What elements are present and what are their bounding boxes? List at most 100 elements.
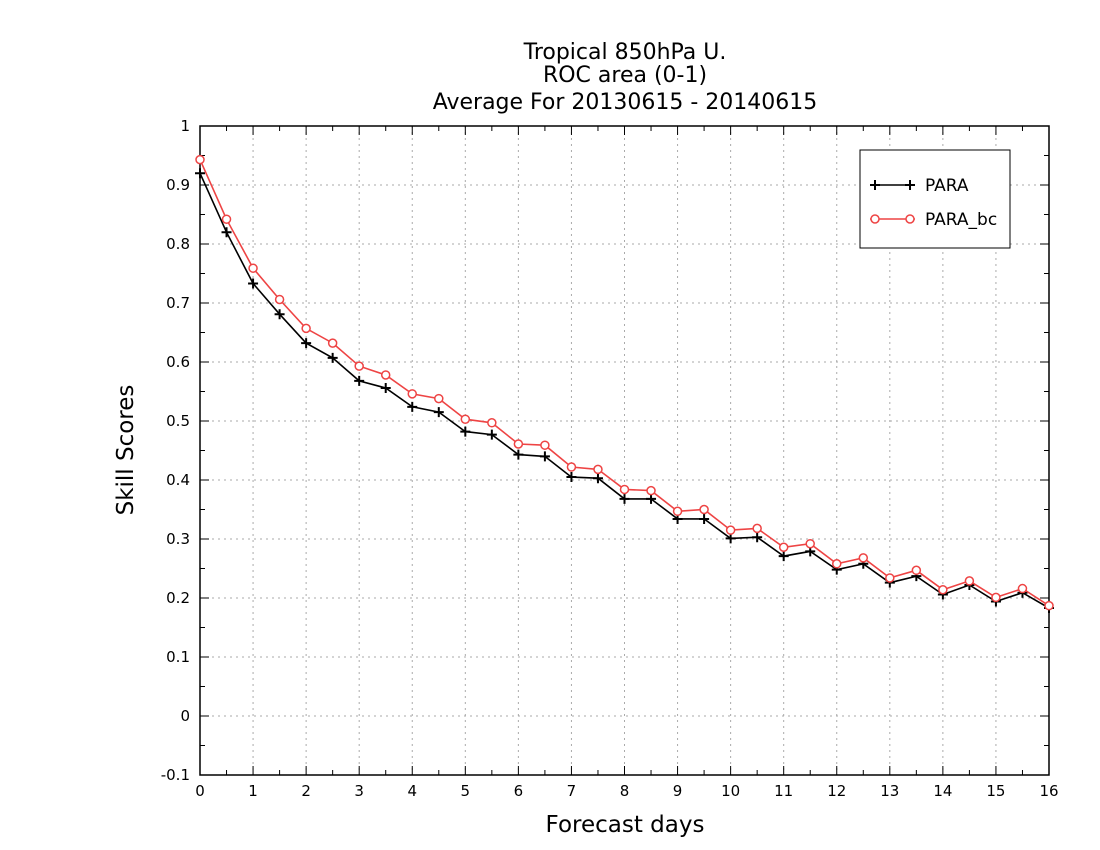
- x-tick-label: 10: [721, 782, 740, 800]
- data-point: [725, 533, 736, 544]
- legend-box: [859, 149, 1011, 249]
- data-point: [274, 309, 285, 320]
- data-point: [354, 361, 364, 371]
- chart-title: Tropical 850hPa U. ROC area (0-1) Averag…: [433, 40, 818, 115]
- title-line-3: Average For 20130615 - 20140615: [433, 90, 818, 115]
- title-line-2: ROC area (0-1): [543, 63, 707, 88]
- data-point: [778, 542, 789, 553]
- y-tick-label: -0.1: [161, 766, 190, 784]
- data-point: [460, 414, 471, 424]
- legend-marker: [905, 180, 915, 190]
- y-tick-label: 0.6: [166, 353, 190, 371]
- data-point: [407, 401, 418, 412]
- data-point: [513, 449, 524, 460]
- data-point: [221, 227, 232, 238]
- x-tick-label: 0: [195, 782, 205, 800]
- series-layer: [195, 154, 1054, 614]
- data-point: [646, 493, 657, 504]
- data-point: [593, 464, 603, 475]
- y-tick-label: 0.1: [166, 648, 190, 666]
- data-point: [592, 473, 603, 484]
- data-point: [301, 323, 311, 334]
- data-point: [327, 352, 338, 363]
- data-point: [619, 493, 630, 504]
- data-point: [434, 393, 444, 404]
- y-tick-label: 0.7: [166, 294, 190, 312]
- data-point: [354, 375, 365, 386]
- y-tick-label: 1: [180, 117, 190, 135]
- data-point: [619, 484, 630, 495]
- data-point: [752, 532, 763, 543]
- x-tick-label: 7: [567, 782, 577, 800]
- data-point: [672, 506, 683, 517]
- data-point: [991, 592, 1001, 603]
- x-tick-label: 13: [880, 782, 899, 800]
- legend-entry-label: PARA_bc: [925, 210, 997, 230]
- y-tick-label: 0.4: [166, 471, 190, 489]
- x-tick-label: 14: [933, 782, 952, 800]
- data-point: [486, 429, 497, 440]
- legend-marker: [905, 214, 915, 224]
- data-point: [195, 168, 205, 179]
- data-point: [1044, 600, 1054, 611]
- data-point: [778, 551, 789, 562]
- x-tick-label: 12: [827, 782, 846, 800]
- y-tick-label: 0.5: [166, 412, 190, 430]
- legend-marker: [870, 214, 880, 224]
- data-point: [699, 513, 710, 524]
- y-tick-label: 0: [180, 707, 190, 725]
- data-point: [725, 525, 736, 535]
- data-point: [487, 418, 497, 428]
- axes: 0 1 2 3 4 5 6 7 8 9 10 11 12 13 14 15 16-0.100.10.20.30.…: [161, 117, 1059, 800]
- x-tick-label: 3: [354, 782, 364, 800]
- data-point: [805, 538, 815, 549]
- data-point: [911, 565, 922, 576]
- x-tick-label: 2: [301, 782, 311, 800]
- data-point: [539, 451, 550, 462]
- legend-entry-label: PARA: [925, 176, 969, 196]
- data-point: [221, 214, 232, 224]
- x-tick-label: 6: [514, 782, 524, 800]
- data-point: [380, 382, 391, 393]
- data-point: [832, 559, 842, 569]
- data-point: [646, 485, 656, 496]
- x-tick-label: 4: [407, 782, 417, 800]
- y-tick-label: 0.2: [166, 589, 190, 607]
- data-point: [540, 440, 550, 450]
- legend-marker: [870, 180, 880, 190]
- x-tick-label: 11: [774, 782, 793, 800]
- data-point: [380, 370, 391, 380]
- data-point: [248, 263, 258, 273]
- y-tick-label: 0.9: [166, 176, 190, 194]
- data-point: [327, 338, 338, 348]
- data-point: [301, 338, 312, 349]
- x-tick-label: 1: [248, 782, 258, 800]
- data-point: [274, 294, 285, 305]
- x-tick-label: 8: [620, 782, 630, 800]
- series-para-bc: [195, 154, 1054, 611]
- data-point: [460, 426, 471, 437]
- title-line-1: Tropical 850hPa U.: [523, 40, 727, 65]
- data-point: [433, 407, 444, 418]
- data-point: [195, 154, 205, 165]
- data-point: [858, 553, 869, 563]
- y-tick-label: 0.8: [166, 235, 190, 253]
- data-point: [513, 439, 524, 449]
- data-point: [752, 523, 762, 534]
- y-axis-label: Skill Scores: [113, 385, 139, 516]
- data-point: [248, 278, 259, 289]
- data-point: [566, 472, 577, 483]
- data-point: [699, 504, 709, 515]
- x-axis-label: Forecast days: [546, 812, 705, 838]
- data-point: [407, 389, 417, 399]
- data-point: [885, 573, 895, 583]
- data-point: [938, 584, 948, 595]
- x-tick-label: 16: [1039, 782, 1058, 800]
- data-point: [566, 462, 577, 472]
- data-point: [964, 576, 975, 586]
- y-tick-label: 0.3: [166, 530, 190, 548]
- x-tick-label: 5: [461, 782, 471, 800]
- x-tick-label: 9: [673, 782, 683, 800]
- legend: PARA PARA_bc: [859, 149, 1011, 249]
